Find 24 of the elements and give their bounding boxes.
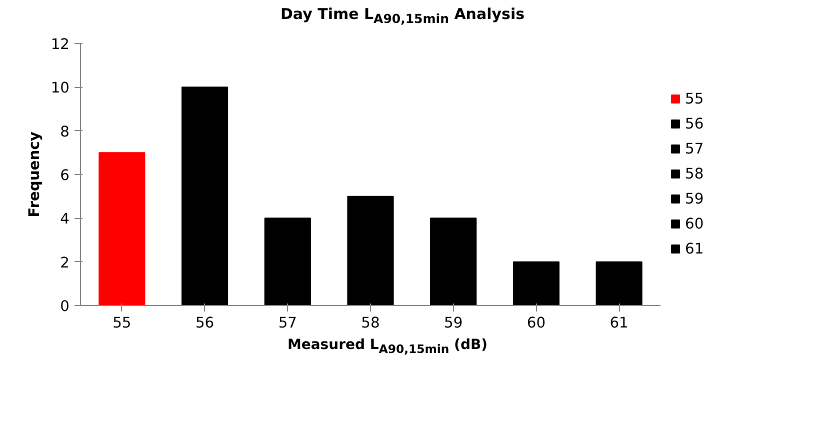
legend-label: 57 (685, 140, 705, 158)
x-tick-label: 55 (112, 314, 132, 332)
y-tick-label: 12 (50, 36, 70, 53)
y-tick-label: 2 (60, 254, 70, 272)
x-tick-label: 59 (444, 314, 463, 332)
x-tick-label: 61 (610, 314, 628, 332)
y-tick-label: 4 (60, 210, 70, 228)
legend-label: 61 (685, 240, 705, 258)
x-tick-label: 56 (195, 314, 214, 332)
legend-label: 56 (685, 115, 705, 132)
legend-label: 58 (685, 165, 705, 182)
y-tick-label: 6 (60, 166, 70, 184)
legend-label: 60 (685, 215, 705, 232)
y-tick-label: 8 (60, 123, 70, 140)
x-tick-label: 60 (526, 314, 546, 332)
legend-label: 55 (685, 90, 705, 108)
x-tick-label: 58 (361, 314, 380, 332)
x-axis-title: Measured L$_{A90,15min}$ (dB) (287, 336, 488, 358)
y-tick-label: 0 (60, 298, 70, 315)
y-tick-label: 10 (50, 80, 70, 97)
y-axis-title: Frequency (26, 131, 43, 218)
chart-title: Day Time L$_{A90,15min}$ Analysis (280, 4, 525, 28)
legend-label: 59 (685, 190, 705, 208)
x-tick-label: 57 (278, 314, 297, 332)
